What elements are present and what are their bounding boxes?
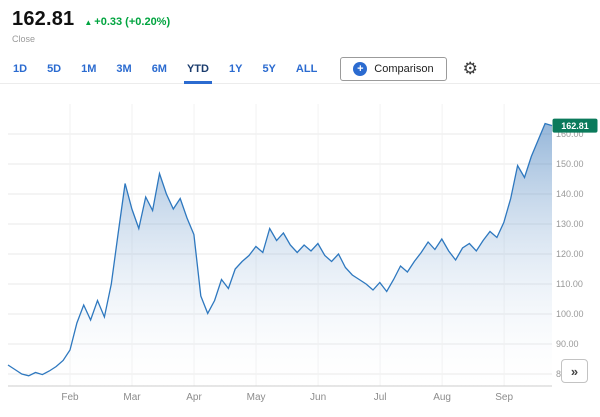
last-price: 162.81 [12,8,75,30]
y-axis-label: 90.00 [556,339,579,349]
y-axis-label: 120.00 [556,249,584,259]
price-change-text: +0.33 (+0.20%) [94,16,171,28]
x-axis-label: Aug [433,392,451,403]
x-axis-label: Jul [374,392,387,403]
y-axis-label: 160.00 [556,129,584,139]
x-axis-label: Apr [186,392,202,403]
price-chart[interactable]: 160.00 150.00 140.00 130.00 120.00 110.00 100.… [0,90,600,417]
tab-5y[interactable]: 5Y [261,54,276,83]
gear-icon[interactable]: ⚙ [462,59,478,78]
last-price-badge [552,118,598,133]
quote-header: 162.81 ▲ +0.33 (+0.20%) Close [0,0,600,44]
y-axis-label: 140.00 [556,189,584,199]
tab-all[interactable]: ALL [295,54,318,83]
y-axis-label: 110.00 [556,279,583,289]
x-axis-label: Jun [310,392,326,403]
x-axis-label: Sep [495,392,513,403]
chart-toolbar: 1D 5D 1M 3M 6M YTD 1Y 5Y ALL + Comparison ⚙ [0,54,600,84]
comparison-button[interactable]: + Comparison [340,56,447,81]
tab-3m[interactable]: 3M [115,54,132,83]
plus-icon: + [353,61,368,76]
tab-6m[interactable]: 6M [151,54,168,83]
chart-area: 160.00 150.00 140.00 130.00 120.00 110.00 100.… [0,90,600,417]
x-axis-label: Feb [61,392,79,403]
last-price-badge-label: 162.81 [561,121,589,131]
price-change: ▲ +0.33 (+0.20%) [84,16,170,28]
tab-ytd[interactable]: YTD [183,54,212,84]
tab-1m[interactable]: 1M [80,54,97,83]
area-fill [8,123,552,386]
expand-button[interactable]: » [561,359,588,383]
price-row: 162.81 ▲ +0.33 (+0.20%) [12,8,588,31]
up-arrow-icon: ▲ [84,18,93,27]
double-chevron-right-icon: » [570,363,579,379]
close-label: Close [12,34,36,44]
comparison-label: Comparison [374,62,434,75]
range-tabs: 1D 5D 1M 3M 6M YTD 1Y 5Y ALL [12,54,318,84]
y-axis-label: 150.00 [556,159,584,169]
y-axis-label: 100.00 [556,309,584,319]
x-axis-label: Mar [123,392,141,403]
tab-5d[interactable]: 5D [46,54,62,83]
y-axis-label: 130.00 [556,219,584,229]
price-line [7,122,553,377]
tab-1d[interactable]: 1D [12,54,28,83]
x-axis-label: May [247,392,266,403]
tab-1y[interactable]: 1Y [228,54,243,83]
